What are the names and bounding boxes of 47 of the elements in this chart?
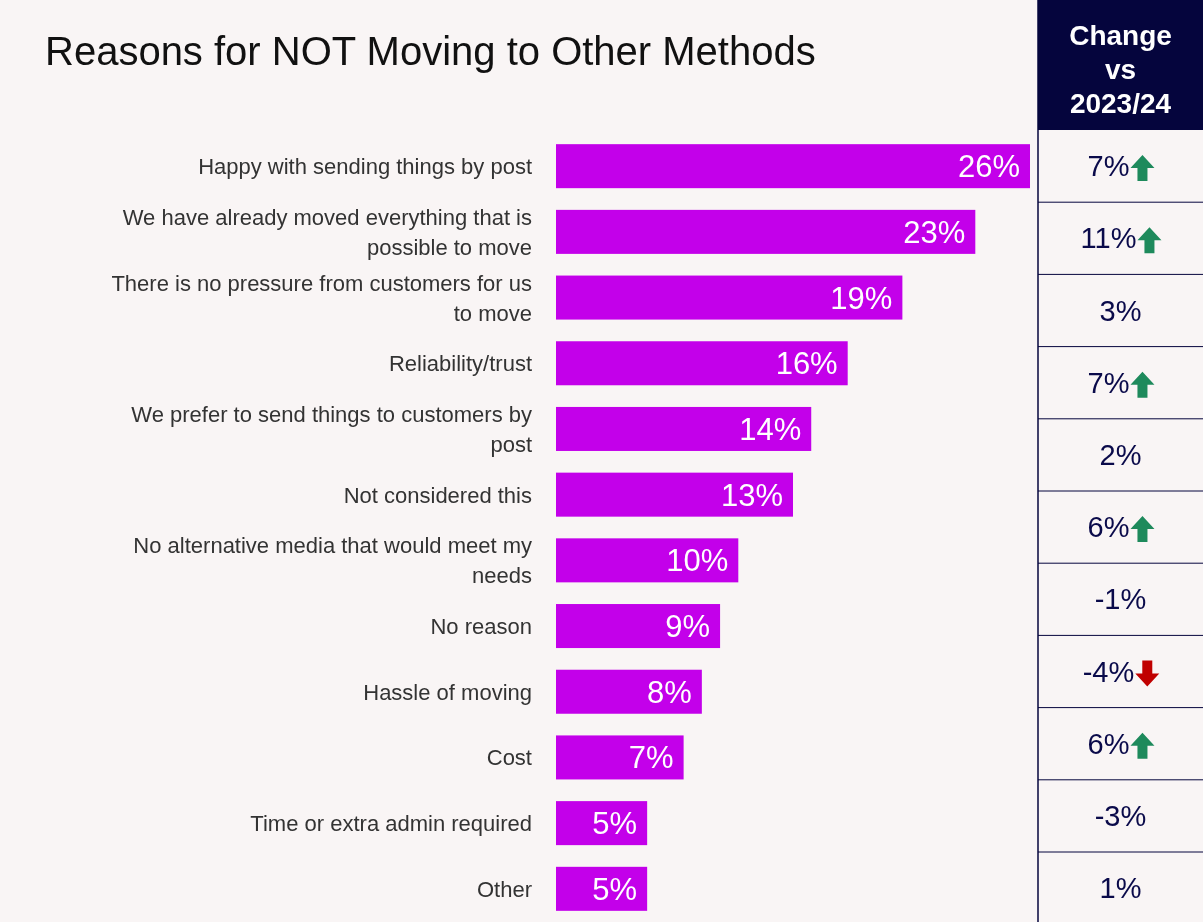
text: Change vs 2023/24 [1069, 20, 1172, 119]
data-label: 5% [592, 806, 638, 842]
y-tick-label: We have already moved everything that is possible to move [122, 204, 532, 260]
data-label: -3% [1094, 799, 1147, 832]
bar [556, 604, 721, 649]
y-tick-label: Happy with sending things by post [198, 154, 532, 180]
bar [556, 406, 812, 451]
bar [556, 669, 702, 714]
bar [556, 735, 684, 780]
bar [556, 209, 976, 254]
data-label: 26% [957, 149, 1020, 185]
chart-title: Reasons for NOT Moving to Other Methods [45, 29, 816, 73]
y-tick-label: No alternative media that would meet my needs [133, 533, 532, 589]
data-label: 6% [1087, 511, 1130, 544]
data-label: 16% [775, 346, 838, 382]
data-label: 11% [1080, 222, 1137, 255]
data-label: 19% [830, 280, 893, 316]
bar [556, 538, 739, 583]
y-tick-label: Time or extra admin required [250, 811, 532, 837]
bar [556, 275, 903, 320]
y-tick-label: Reliability/trust [388, 351, 532, 377]
data-label: 23% [903, 214, 966, 250]
data-label: 7% [1087, 366, 1130, 399]
data-label: 7% [1087, 150, 1130, 183]
bar [556, 341, 848, 386]
bar [556, 472, 793, 517]
data-label: 14% [739, 411, 802, 447]
data-label: -1% [1094, 583, 1147, 616]
data-label: 6% [1087, 727, 1130, 760]
data-label: 1% [1099, 872, 1142, 905]
y-tick-label: There is no pressure from customers for us to move [111, 270, 532, 326]
y-tick-label: No reason [430, 614, 532, 640]
bar [556, 144, 1030, 189]
data-label: 9% [665, 609, 711, 645]
data-label: 7% [628, 740, 674, 776]
y-tick-label: Cost [486, 745, 532, 771]
data-label: -4% [1082, 655, 1135, 688]
data-label: 2% [1099, 438, 1142, 471]
data-label: 5% [592, 871, 638, 907]
data-label: 3% [1099, 294, 1142, 327]
data-label: 8% [647, 674, 692, 710]
y-tick-label: Other [476, 876, 532, 902]
y-tick-label: Hassle of moving [363, 679, 532, 705]
data-label: 10% [666, 543, 729, 579]
y-tick-label: Not considered this [343, 482, 532, 508]
data-label: 13% [720, 477, 783, 513]
y-tick-label: We prefer to send things to customers by post [131, 401, 532, 457]
